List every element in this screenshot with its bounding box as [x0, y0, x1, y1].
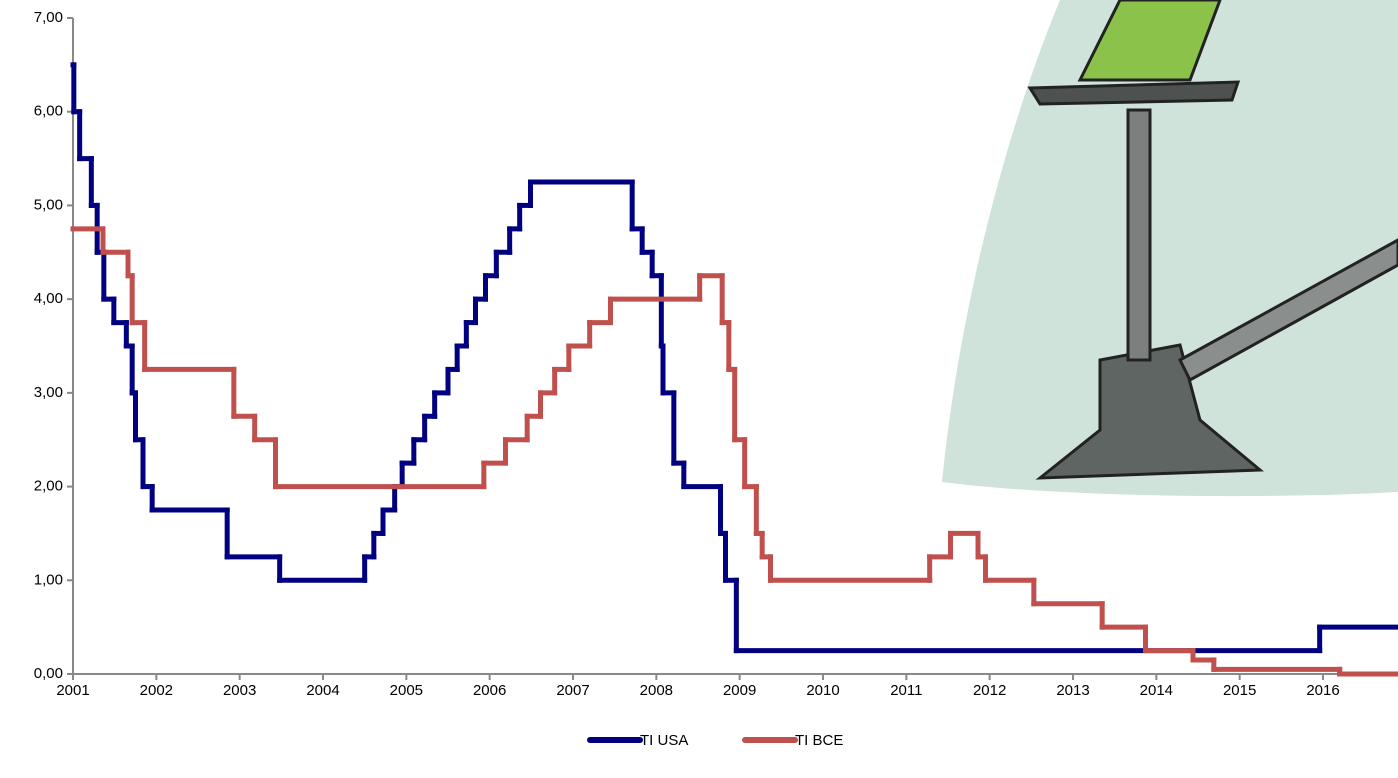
x-tick-label: 2006 [473, 682, 506, 699]
x-tick-label: 2007 [556, 682, 589, 699]
x-tick-label: 2005 [390, 682, 423, 699]
plot-lines [70, 62, 1398, 677]
y-tick-label: 3,00 [34, 384, 63, 401]
y-tick-label: 0,00 [34, 665, 63, 682]
x-tick-label: 2009 [723, 682, 756, 699]
x-tick-label: 2010 [806, 682, 839, 699]
x-tick-label: 2014 [1140, 682, 1173, 699]
legend-label: TI BCE [795, 732, 843, 749]
x-tick-label: 2015 [1223, 682, 1256, 699]
x-tick-label: 2012 [973, 682, 1006, 699]
x-tick-label: 2004 [306, 682, 339, 699]
x-tick-label: 2002 [140, 682, 173, 699]
y-tick-label: 1,00 [34, 571, 63, 588]
x-tick-label: 2016 [1306, 682, 1339, 699]
legend-label: TI USA [640, 732, 688, 749]
x-tick-label: 2008 [640, 682, 673, 699]
x-tick-label: 2001 [56, 682, 89, 699]
x-tick-label: 2013 [1056, 682, 1089, 699]
x-tick-label: 2011 [890, 682, 922, 699]
y-tick-label: 6,00 [34, 103, 63, 120]
illustration [942, 0, 1398, 497]
y-tick-label: 4,00 [34, 290, 63, 307]
y-tick-label: 7,00 [34, 9, 63, 26]
x-tick-label: 2003 [223, 682, 256, 699]
y-tick-label: 2,00 [34, 478, 63, 495]
y-tick-label: 5,00 [34, 196, 63, 213]
